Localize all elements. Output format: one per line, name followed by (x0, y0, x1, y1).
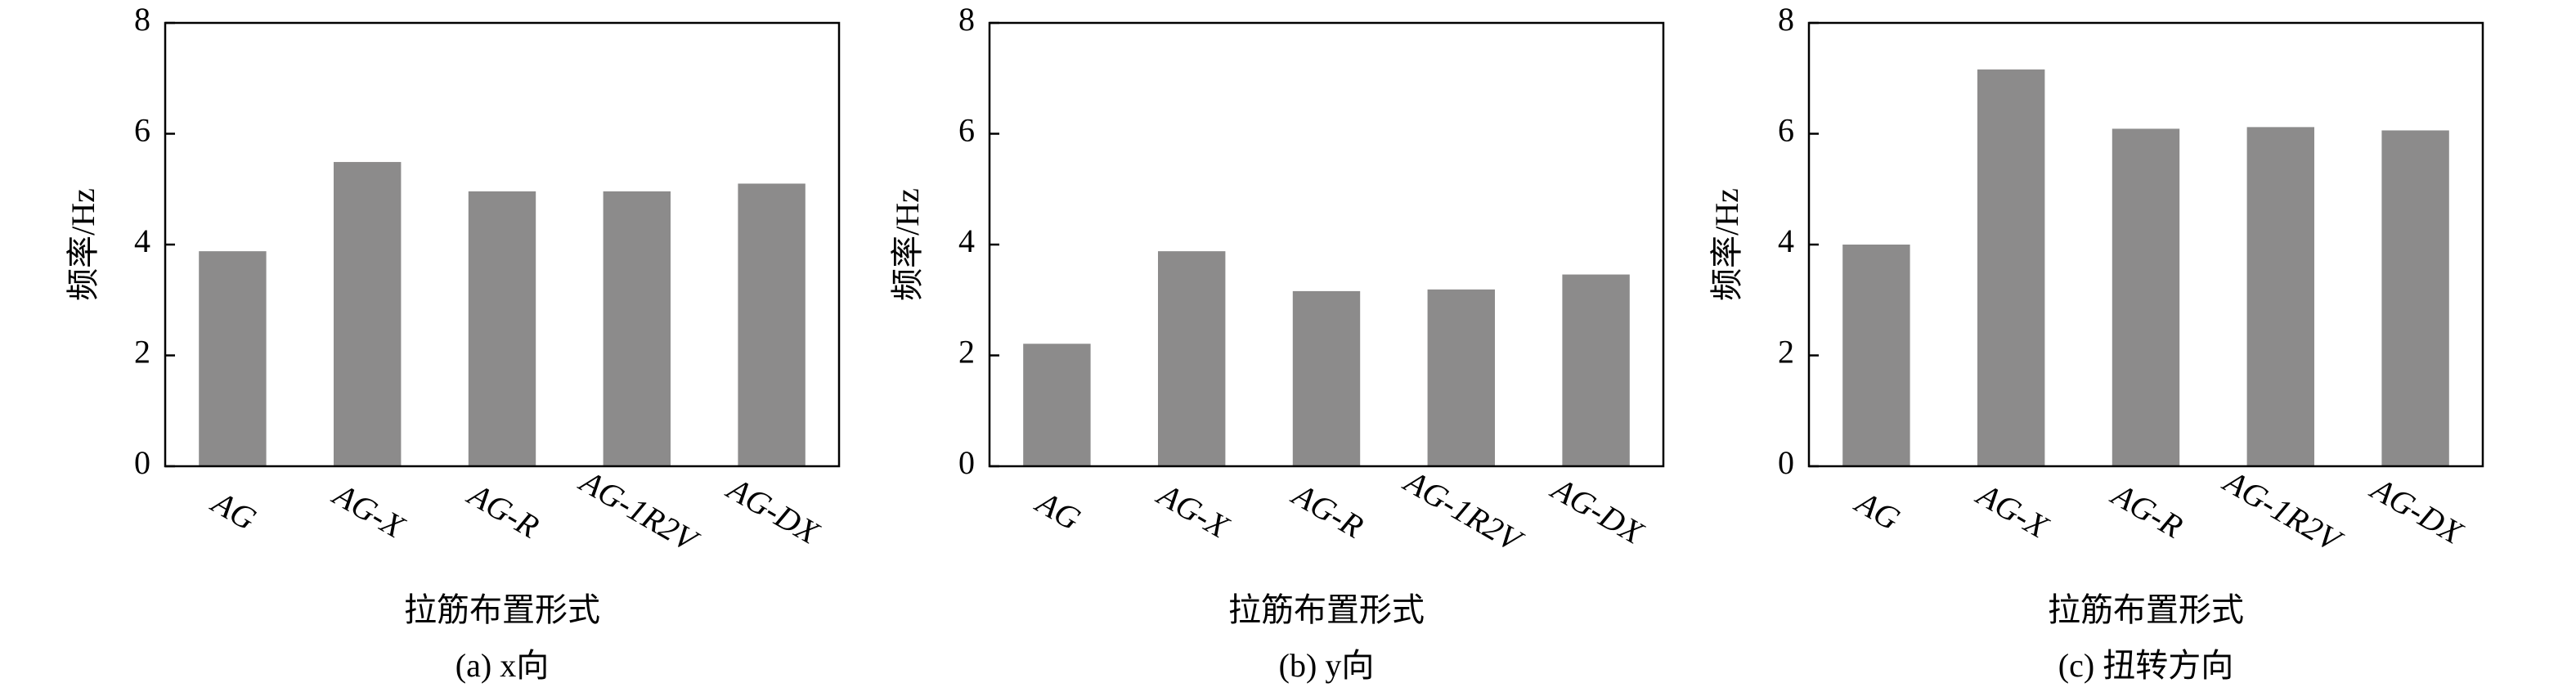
bar (1023, 344, 1091, 466)
y-axis-label: 频率/Hz (1708, 188, 1745, 301)
y-tick-label: 4 (1778, 222, 1794, 259)
x-tick-label: AG-R (2104, 474, 2189, 545)
y-axis-label: 频率/Hz (889, 188, 926, 301)
caption: (a) x向 (456, 647, 549, 684)
x-tick-label: AG-X (325, 474, 411, 546)
x-tick-label: AG-1R2V (1397, 461, 1531, 560)
x-tick-label: AG (1848, 483, 1906, 537)
caption: (c) 扭转方向 (2058, 647, 2233, 684)
y-tick-label: 2 (958, 334, 975, 371)
y-tick-label: 0 (134, 444, 150, 481)
y-tick-label: 0 (958, 444, 975, 481)
bar (1842, 245, 1910, 466)
bar (1158, 251, 1226, 466)
bar (1977, 69, 2045, 466)
x-tick-label: AG-DX (720, 469, 826, 551)
y-tick-label: 6 (958, 112, 975, 149)
bar (1427, 289, 1495, 466)
x-tick-label: AG-1R2V (572, 461, 707, 560)
x-tick-label: AG-DX (2363, 469, 2470, 551)
y-tick-label: 4 (134, 222, 150, 259)
x-tick-label: AG (204, 483, 263, 537)
y-tick-label: 8 (134, 1, 150, 38)
bar (738, 183, 806, 466)
bar (468, 191, 536, 466)
bar (199, 251, 267, 466)
y-tick-label: 2 (134, 334, 150, 371)
x-tick-label: AG-1R2V (2216, 461, 2350, 560)
y-tick-label: 2 (1778, 334, 1794, 371)
x-axis-label: 拉筋布置形式 (1228, 591, 1425, 628)
y-tick-label: 8 (958, 1, 975, 38)
x-tick-label: AG (1029, 483, 1087, 537)
bar (2246, 127, 2314, 466)
y-axis-label: 频率/Hz (65, 188, 101, 301)
bar (2381, 130, 2449, 466)
x-tick-label: AG-R (1285, 474, 1370, 545)
x-axis-label: 拉筋布置形式 (404, 591, 600, 628)
bar (1292, 290, 1361, 466)
y-tick-label: 6 (1778, 112, 1794, 149)
y-tick-label: 8 (1778, 1, 1794, 38)
x-tick-label: AG-R (460, 474, 545, 545)
y-tick-label: 0 (1778, 444, 1794, 481)
x-axis-label: 拉筋布置形式 (2048, 591, 2244, 628)
x-tick-label: AG-X (1969, 474, 2055, 546)
x-tick-label: AG-X (1150, 474, 1236, 546)
x-tick-label: AG-DX (1544, 469, 1650, 551)
bar (1562, 274, 1630, 466)
bar (603, 191, 671, 466)
y-tick-label: 4 (958, 222, 975, 259)
y-tick-label: 6 (134, 112, 150, 149)
bar (334, 162, 402, 467)
bar (2112, 128, 2180, 466)
caption: (b) y向 (1279, 647, 1375, 684)
